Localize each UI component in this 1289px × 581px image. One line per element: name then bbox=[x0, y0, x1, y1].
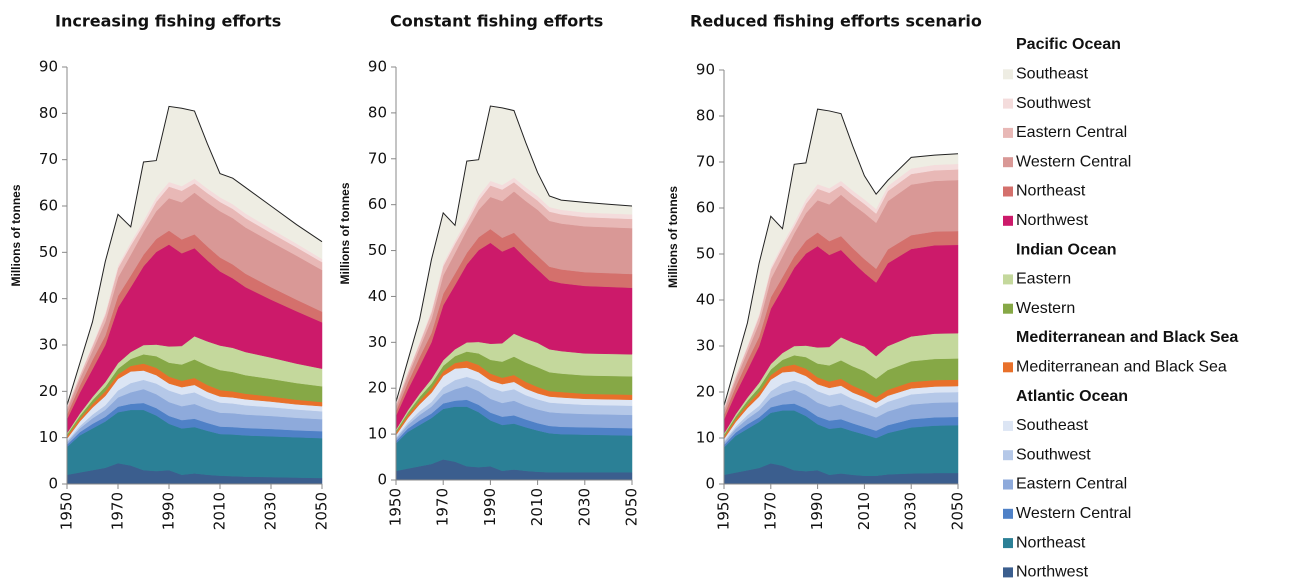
y-tick-label: 0 bbox=[377, 471, 387, 489]
y-tick-label: 80 bbox=[696, 107, 715, 125]
legend-swatch bbox=[1003, 69, 1013, 80]
y-tick-label: 60 bbox=[696, 199, 715, 217]
legend-entry: Eastern Central bbox=[1016, 124, 1127, 141]
legend-group: Indian Ocean bbox=[1016, 241, 1116, 258]
legend-entry: Western Central bbox=[1016, 505, 1131, 522]
y-tick-label: 70 bbox=[696, 153, 715, 171]
x-tick-label: 1970 bbox=[761, 492, 779, 530]
legend-entry: Southeast bbox=[1016, 66, 1089, 83]
legend-swatch bbox=[1003, 186, 1013, 197]
legend-group: Atlantic Ocean bbox=[1016, 388, 1128, 405]
legend-swatch bbox=[1003, 303, 1013, 314]
legend-group: Pacific Ocean bbox=[1016, 36, 1121, 53]
x-tick-label: 1970 bbox=[109, 492, 127, 530]
legend-entry: Southwest bbox=[1016, 446, 1091, 463]
y-tick-label: 40 bbox=[39, 289, 58, 307]
legend-swatch bbox=[1003, 450, 1013, 461]
y-tick-label: 50 bbox=[368, 241, 387, 259]
x-tick-label: 2010 bbox=[528, 488, 546, 526]
y-tick-label: 20 bbox=[368, 379, 387, 397]
x-tick-label: 2050 bbox=[313, 492, 331, 530]
legend-entry: Eastern bbox=[1016, 271, 1071, 288]
total-outline bbox=[66, 105, 323, 406]
legend-swatch bbox=[1003, 127, 1013, 138]
legend-swatch bbox=[1003, 98, 1013, 109]
x-tick-label: 2030 bbox=[262, 492, 280, 530]
y-tick-label: 50 bbox=[696, 245, 715, 263]
x-tick-label: 2030 bbox=[902, 492, 920, 530]
legend-swatch bbox=[1003, 157, 1013, 168]
y-axis-label: Millions of tonnes bbox=[9, 184, 23, 286]
legend-entry: Eastern Central bbox=[1016, 476, 1127, 493]
x-tick-label: 2050 bbox=[623, 488, 641, 526]
y-tick-label: 0 bbox=[48, 475, 58, 493]
x-tick-label: 1990 bbox=[160, 492, 178, 530]
y-tick-label: 20 bbox=[39, 382, 58, 400]
legend-entry: Western Central bbox=[1016, 153, 1131, 170]
legend-entry: Northwest bbox=[1016, 564, 1089, 581]
chart-title: Increasing fishing efforts bbox=[55, 12, 281, 31]
x-tick-label: 1990 bbox=[481, 488, 499, 526]
legend-swatch bbox=[1003, 274, 1013, 285]
y-tick-label: 10 bbox=[39, 428, 58, 446]
x-tick-label: 1970 bbox=[434, 488, 452, 526]
y-tick-label: 40 bbox=[696, 291, 715, 309]
legend-swatch bbox=[1003, 479, 1013, 490]
x-tick-label: 1990 bbox=[808, 492, 826, 530]
x-tick-label: 2010 bbox=[211, 492, 229, 530]
y-axis-label: Millions of tonnes bbox=[666, 186, 680, 288]
y-tick-label: 0 bbox=[705, 475, 715, 493]
legend-entry: Northeast bbox=[1016, 534, 1086, 551]
y-tick-label: 90 bbox=[368, 58, 387, 76]
legend-entry: Northeast bbox=[1016, 183, 1086, 200]
legend-entry: Mediterranean and Black Sea bbox=[1016, 359, 1227, 376]
y-tick-label: 60 bbox=[368, 195, 387, 213]
x-tick-label: 2010 bbox=[855, 492, 873, 530]
legend-entry: Southeast bbox=[1016, 417, 1089, 434]
legend-swatch bbox=[1003, 420, 1013, 431]
legend-entry: Southwest bbox=[1016, 95, 1091, 112]
y-tick-label: 70 bbox=[368, 149, 387, 167]
y-tick-label: 60 bbox=[39, 197, 58, 215]
y-tick-label: 30 bbox=[696, 337, 715, 355]
legend-swatch bbox=[1003, 538, 1013, 549]
y-axis-label: Millions of tonnes bbox=[338, 182, 352, 284]
y-tick-label: 40 bbox=[368, 287, 387, 305]
legend-swatch bbox=[1003, 362, 1013, 373]
x-tick-label: 2050 bbox=[949, 492, 967, 530]
y-tick-label: 30 bbox=[368, 333, 387, 351]
legend-entry: Western bbox=[1016, 300, 1075, 317]
y-tick-label: 10 bbox=[696, 429, 715, 447]
x-tick-label: 2030 bbox=[575, 488, 593, 526]
y-tick-label: 10 bbox=[368, 425, 387, 443]
y-tick-label: 80 bbox=[368, 103, 387, 121]
y-tick-label: 50 bbox=[39, 243, 58, 261]
x-tick-label: 1950 bbox=[58, 492, 76, 530]
y-tick-label: 20 bbox=[696, 383, 715, 401]
legend-group: Mediterranean and Black Sea bbox=[1016, 329, 1238, 346]
y-tick-label: 80 bbox=[39, 104, 58, 122]
y-tick-label: 90 bbox=[39, 58, 58, 76]
total-outline bbox=[723, 108, 959, 406]
total-outline bbox=[395, 105, 633, 403]
legend-swatch bbox=[1003, 567, 1013, 578]
y-tick-label: 70 bbox=[39, 150, 58, 168]
y-tick-label: 30 bbox=[39, 336, 58, 354]
chart-title: Reduced fishing efforts scenario bbox=[690, 12, 982, 31]
x-tick-label: 1950 bbox=[387, 488, 405, 526]
y-tick-label: 90 bbox=[696, 61, 715, 79]
legend-entry: Northwest bbox=[1016, 212, 1089, 229]
chart-title: Constant fishing efforts bbox=[390, 12, 603, 31]
x-tick-label: 1950 bbox=[715, 492, 733, 530]
legend-swatch bbox=[1003, 215, 1013, 226]
legend-swatch bbox=[1003, 508, 1013, 519]
